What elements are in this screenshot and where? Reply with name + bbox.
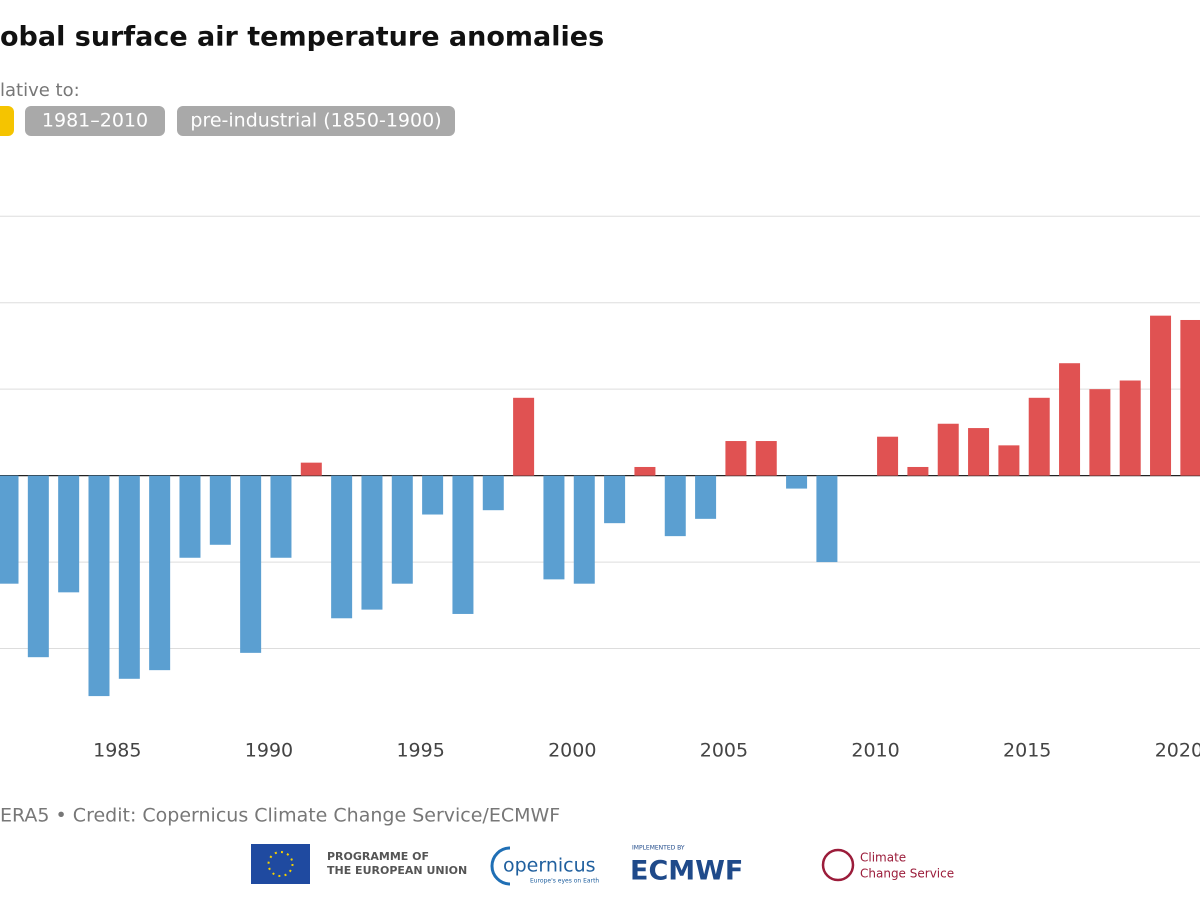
bar [695,475,717,519]
logo-text: Europe's eyes on Earth [530,878,599,885]
eu-stars [267,851,294,877]
x-tick-label: 2015 [1003,740,1051,762]
bar [816,475,838,563]
bar [179,475,201,558]
ecmwf-logo: IMPLEMENTED BY ECMWF [630,845,743,887]
bar [88,475,110,697]
x-tick-label: 2005 [700,740,748,762]
x-tick-label: 1990 [245,740,293,762]
bar [664,475,686,537]
bar [149,475,171,671]
bar [937,423,959,476]
bar [907,466,929,476]
button[interactable] [177,106,455,136]
bar [240,475,262,653]
x-tick-label: 2000 [548,740,596,762]
bar [968,428,990,476]
bar [1180,319,1200,476]
logo-text: opernicus [503,855,596,877]
bar [452,475,474,614]
logo-arc [490,846,511,886]
bar [1089,389,1111,476]
logo-text: THE EUROPEAN UNION [327,864,467,877]
bar [1119,380,1141,476]
bar [1059,363,1081,476]
bar [331,475,353,619]
logo-text: Climate [860,851,906,865]
subtitle: lative to: [0,80,80,101]
bar [604,475,626,524]
bar [270,475,292,558]
c3s-logo: Climate Change Service [821,848,954,882]
bar [543,475,565,580]
button-label[interactable]: pre-industrial (1850-1900) [190,110,441,132]
x-tick-label: 1995 [396,740,444,762]
bar [513,397,535,476]
chart-title: obal surface air temperature anomalies [0,22,604,53]
bar [361,475,383,610]
button-label[interactable]: 1981–2010 [42,110,148,132]
logo-circle [821,848,855,882]
bar [1028,397,1050,476]
x-tick-label: 1985 [93,740,141,762]
bar [118,475,140,679]
bar [482,475,504,511]
logo-text: IMPLEMENTED BY [632,845,685,852]
logo-text: ECMWF [630,856,743,887]
copernicus-logo: opernicus Europe's eyes on Earth [490,846,599,886]
bar [209,475,231,545]
bar [1150,315,1172,476]
button[interactable] [0,106,14,136]
x-tick-label: 2010 [851,740,899,762]
bar [755,441,777,476]
button[interactable] [25,106,165,136]
bar [877,436,899,476]
bar [391,475,413,584]
bar [786,475,808,489]
source: ERA5 • Credit: Copernicus Climate Change… [0,805,560,827]
logo-text: Change Service [860,867,954,881]
bar [300,462,322,476]
bar [27,475,49,658]
x-tick-label: 2020 [1155,740,1200,762]
bar [0,475,19,584]
logo-text: PROGRAMME OF [327,850,429,863]
eu-logo: PROGRAMME OF THE EUROPEAN UNION [251,844,467,884]
bar [634,466,656,476]
bar [573,475,595,584]
bar [998,445,1020,476]
bar [58,475,80,593]
bar [422,475,444,515]
eu-flag [251,844,310,884]
bar [725,441,747,476]
